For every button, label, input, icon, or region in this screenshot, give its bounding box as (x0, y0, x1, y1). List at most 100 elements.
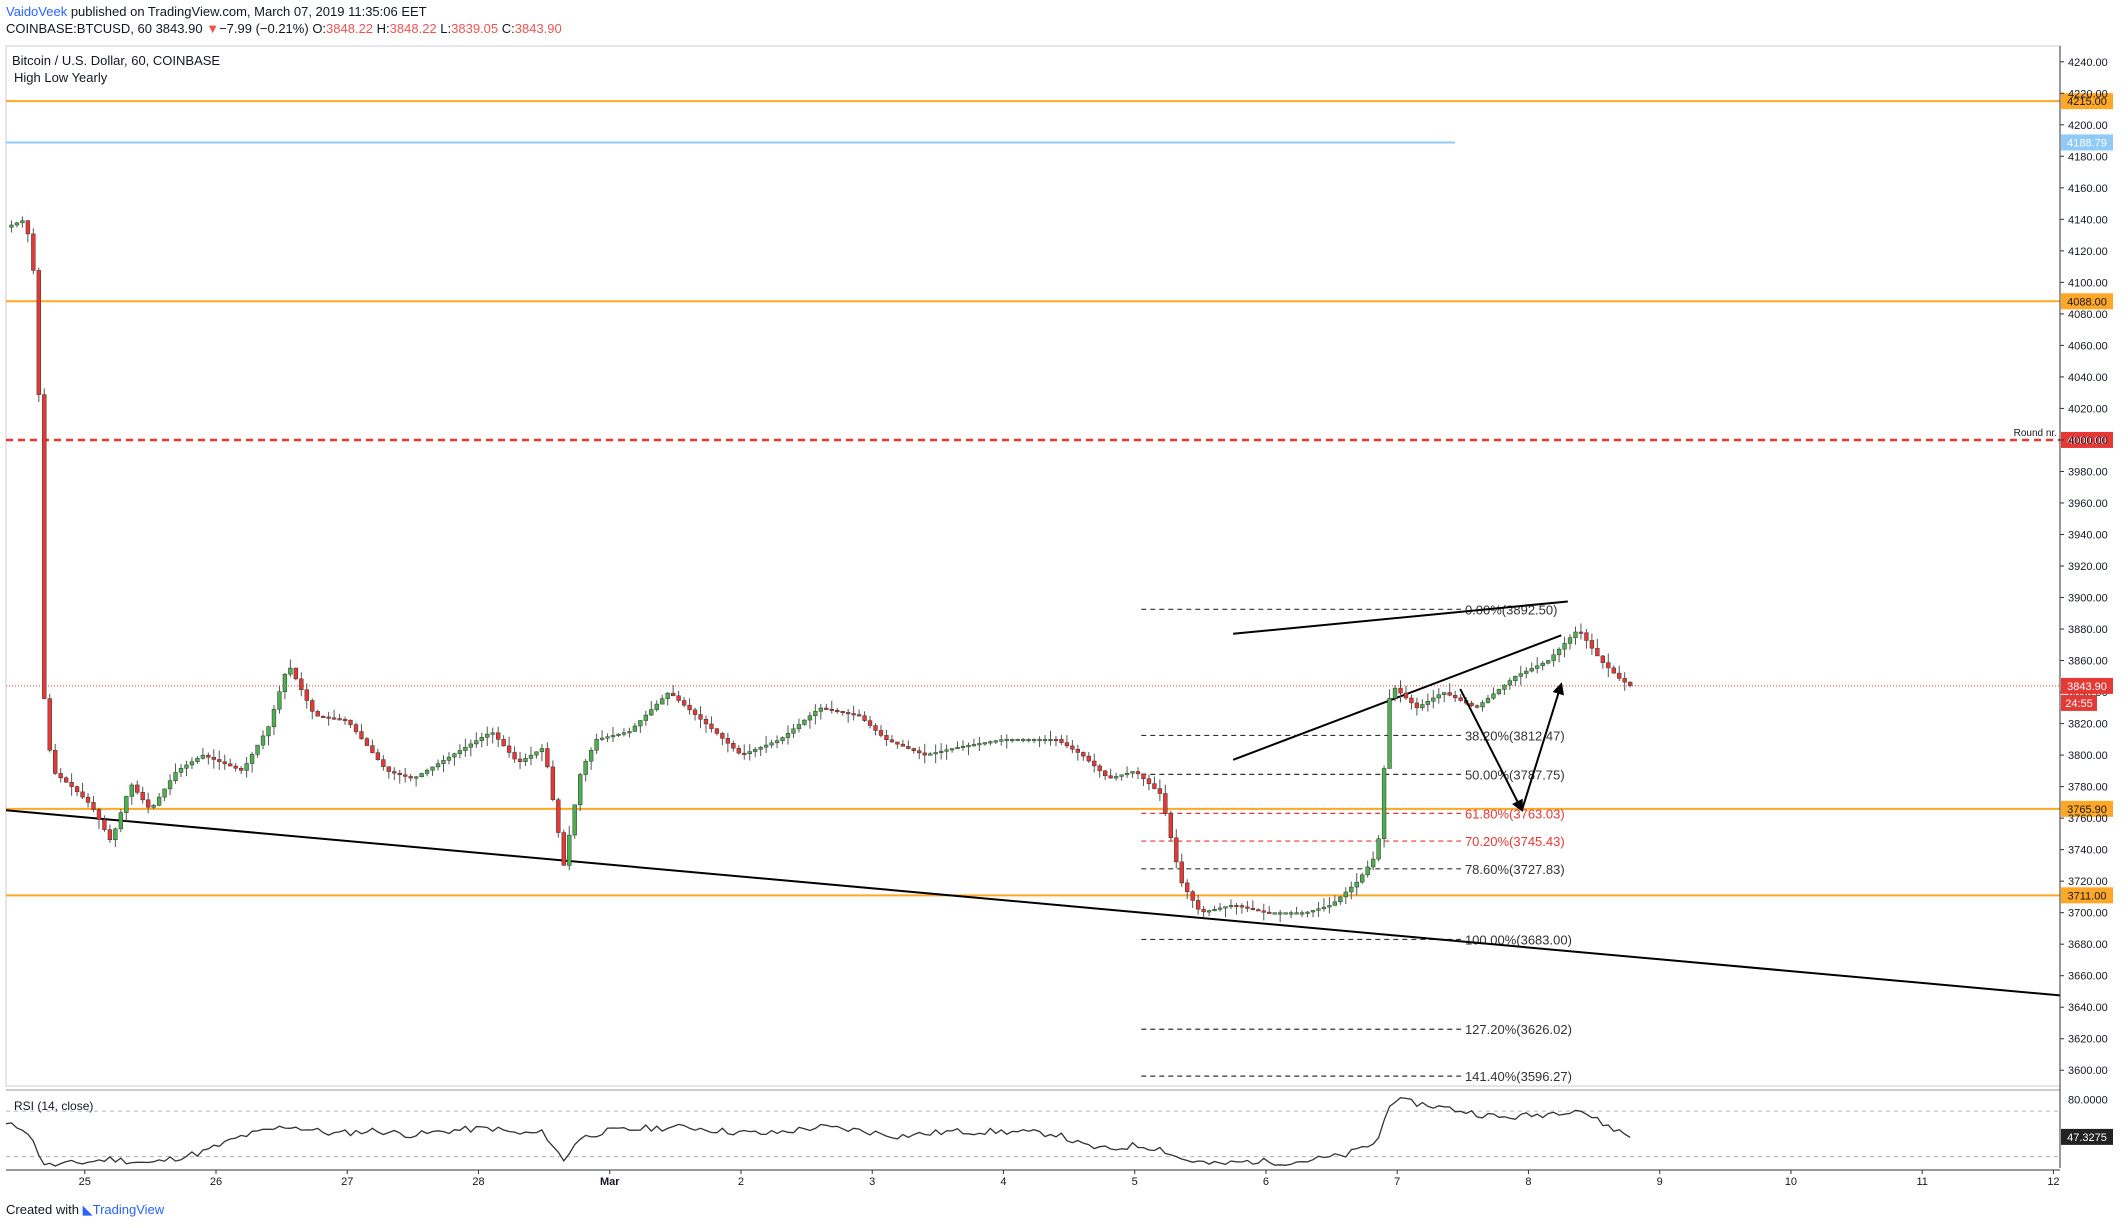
candle-body (1026, 739, 1031, 742)
candle (1031, 738, 1037, 744)
candle (1250, 900, 1256, 911)
candle-body (1261, 910, 1266, 913)
candle-body (1250, 907, 1256, 910)
candle (1513, 675, 1518, 687)
level-price-label: 4215.00 (2067, 96, 2107, 108)
candle-body (999, 739, 1004, 742)
price-tick-label: 3920.00 (2068, 561, 2108, 573)
candle-body (988, 741, 993, 744)
candle-body (949, 748, 955, 751)
price-tick-label: 3720.00 (2068, 876, 2108, 888)
candle (1217, 903, 1223, 912)
candle (512, 746, 517, 763)
candle (791, 723, 796, 739)
fib-label: 0.00%(3892.50) (1465, 602, 1558, 617)
price-tick-label: 3980.00 (2068, 466, 2108, 478)
candle-body (731, 743, 736, 749)
candle (277, 686, 282, 714)
candle (758, 745, 763, 757)
candle (1283, 912, 1288, 915)
candle-body (375, 752, 381, 760)
candle (1628, 681, 1633, 688)
candle-body (299, 678, 304, 690)
candle (1288, 910, 1294, 919)
candle-body (993, 740, 998, 743)
candle-body (1513, 676, 1518, 681)
candle-body (47, 698, 52, 751)
candle (337, 713, 342, 721)
candle (1113, 772, 1119, 781)
candle-body (1086, 755, 1091, 762)
trendlines (5, 600, 2061, 997)
candle (375, 748, 381, 761)
candle (74, 785, 80, 797)
candle (824, 703, 829, 710)
candle-body (649, 709, 654, 716)
candle-body (91, 802, 96, 810)
price-tick-label: 3620.00 (2068, 1034, 2108, 1046)
tradingview-brand[interactable]: TradingView (92, 1202, 165, 1217)
candle (632, 722, 638, 732)
candle-body (1376, 838, 1381, 860)
candle (1157, 779, 1163, 802)
candle (911, 747, 916, 754)
candle (288, 659, 293, 677)
price-tick-label: 3640.00 (2068, 1002, 2108, 1014)
candle-body (605, 736, 610, 739)
candle (1179, 853, 1184, 887)
candle (966, 742, 971, 756)
candle (922, 743, 927, 764)
candle-body (1562, 643, 1567, 650)
candle (20, 216, 25, 228)
candle-body (1436, 694, 1441, 699)
price-tick-label: 3660.00 (2068, 971, 2108, 983)
candle-body (900, 743, 906, 747)
candle (1272, 912, 1277, 915)
candle (938, 743, 944, 760)
level-price-tag (2061, 431, 2113, 448)
candle (293, 667, 298, 681)
candle (867, 716, 873, 729)
candle (1256, 908, 1261, 912)
candle-body (802, 719, 807, 725)
candle (1480, 699, 1485, 712)
plot-frame (5, 45, 2061, 1087)
candle (1474, 704, 1480, 709)
footer: Created with ◣TradingView (6, 1201, 164, 1219)
candle-body (671, 692, 676, 697)
price-tick-label: 3780.00 (2068, 782, 2108, 794)
candle-body (1299, 912, 1305, 915)
candle-body (1349, 886, 1354, 893)
candle-body (572, 804, 577, 836)
candle-body (539, 748, 545, 753)
candle-body (780, 737, 785, 741)
price-tick-label: 3960.00 (2068, 498, 2108, 510)
candle (321, 715, 326, 718)
author-link[interactable]: VaidoVeek (6, 4, 68, 19)
btc-price-chart[interactable]: Round nr. 0.00%(3892.50) 38.20%(3812.47) 5… (0, 40, 2128, 1200)
candle-body (331, 717, 337, 720)
candle (31, 228, 36, 275)
candle-body (1420, 704, 1425, 709)
candle (1294, 906, 1299, 915)
candle-body (1267, 911, 1272, 914)
time-tick-label: 6 (1263, 1176, 1269, 1188)
candle-body (413, 776, 419, 779)
candle (802, 719, 807, 726)
price-tick-label: 3760.00 (2068, 813, 2108, 825)
candle (550, 760, 556, 802)
candle (408, 773, 413, 782)
candle (1414, 697, 1420, 716)
candle (1119, 774, 1124, 781)
candle (1338, 895, 1343, 905)
candle (955, 741, 960, 750)
candle (1228, 899, 1234, 909)
candle (468, 739, 473, 757)
candle-body (124, 796, 129, 813)
candle-body (1321, 906, 1327, 909)
fib-label: 61.80%(3763.03) (1465, 806, 1565, 821)
candle (1365, 860, 1370, 878)
candle (1234, 903, 1239, 915)
time-tick-label: 5 (1132, 1176, 1138, 1188)
candle (714, 727, 720, 736)
